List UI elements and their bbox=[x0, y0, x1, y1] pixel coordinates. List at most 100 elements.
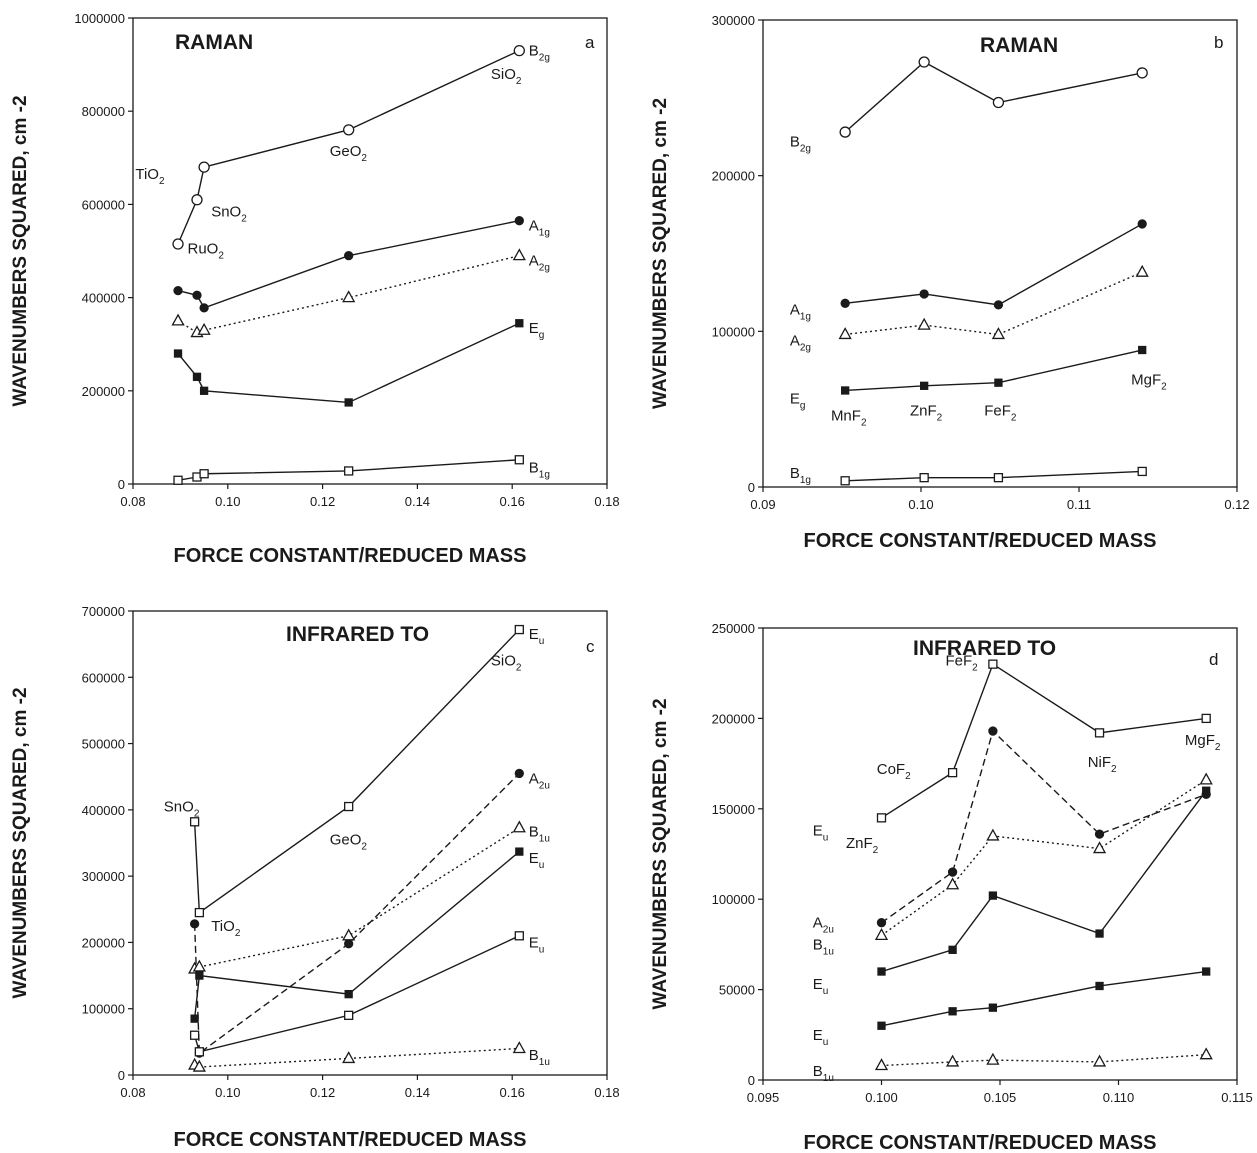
data-point bbox=[876, 918, 887, 928]
data-point bbox=[512, 1041, 526, 1054]
x-tick-label: 0.12 bbox=[310, 1085, 335, 1100]
series-a1g-1 bbox=[173, 216, 524, 313]
data-point bbox=[171, 313, 185, 326]
data-point bbox=[841, 386, 850, 395]
data-point bbox=[988, 659, 998, 669]
series-line bbox=[845, 271, 1143, 336]
series-b1u-5 bbox=[874, 1047, 1213, 1071]
series-b2g-0 bbox=[172, 44, 525, 250]
x-tick-label: 0.12 bbox=[1224, 497, 1249, 512]
data-point bbox=[992, 96, 1005, 109]
series-a2g-2 bbox=[171, 248, 526, 338]
data-point bbox=[874, 1058, 889, 1071]
annotation-label: A2u bbox=[813, 915, 834, 936]
annotation-label: Eu bbox=[529, 850, 545, 871]
annotation-label: B1u bbox=[813, 936, 834, 957]
data-point bbox=[1199, 772, 1213, 785]
data-point bbox=[342, 1051, 356, 1064]
data-point bbox=[343, 124, 355, 136]
data-point bbox=[197, 322, 211, 335]
x-tick-label: 0.100 bbox=[865, 1090, 898, 1105]
annotation-label: Eu bbox=[813, 822, 829, 843]
data-point bbox=[515, 847, 524, 856]
x-tick-label: 0.10 bbox=[908, 497, 933, 512]
series-a2u-1 bbox=[189, 768, 524, 1058]
data-point bbox=[344, 801, 354, 812]
y-axis-title: WAVENUMBERS SQUARED, cm -2 bbox=[10, 687, 31, 998]
y-tick-label: 800000 bbox=[82, 104, 125, 119]
data-point bbox=[344, 398, 353, 407]
y-axis-title: WAVENUMBERS SQUARED, cm -2 bbox=[10, 95, 31, 406]
series-eu-4 bbox=[189, 931, 524, 1057]
panel-title: INFRARED TO bbox=[913, 637, 1056, 660]
series-line bbox=[881, 790, 1207, 973]
series-line bbox=[845, 223, 1143, 306]
annotation-label: GeO2 bbox=[330, 143, 368, 164]
x-axis-title: FORCE CONSTANT/REDUCED MASS bbox=[174, 1129, 527, 1151]
series-line bbox=[881, 970, 1207, 1027]
data-point bbox=[993, 300, 1004, 310]
data-point bbox=[988, 891, 998, 900]
annotation-label: GeO2 bbox=[330, 832, 368, 853]
data-point bbox=[514, 624, 524, 635]
data-point bbox=[948, 945, 957, 954]
annotation-label: Eg bbox=[790, 390, 806, 411]
data-point bbox=[1135, 264, 1149, 277]
data-point bbox=[918, 56, 930, 68]
panel-a: 0 200000 400000 600000 800000 1000000 0.08 0.10… bbox=[10, 11, 620, 567]
y-tick-label: 150000 bbox=[712, 802, 755, 817]
series-eu-3 bbox=[190, 847, 524, 1023]
y-tick-label: 200000 bbox=[712, 169, 755, 184]
x-tick-label: 0.18 bbox=[594, 494, 619, 509]
annotation-label: SnO2 bbox=[164, 799, 200, 820]
series-line bbox=[881, 729, 1207, 924]
data-point bbox=[1202, 786, 1211, 795]
panel-letter: a bbox=[585, 33, 595, 52]
annotation-label: SiO2 bbox=[491, 653, 522, 674]
annotation-label: MgF2 bbox=[1131, 372, 1167, 393]
annotation-label: NiF2 bbox=[1088, 754, 1117, 775]
data-point bbox=[514, 768, 524, 779]
data-point bbox=[344, 1010, 354, 1020]
x-tick-label: 0.14 bbox=[405, 494, 430, 509]
data-point bbox=[946, 877, 960, 890]
data-point bbox=[189, 919, 200, 929]
annotation-label: A1g bbox=[790, 302, 811, 323]
y-tick-label: 200000 bbox=[82, 935, 125, 950]
series-b1u-5 bbox=[188, 1041, 526, 1072]
data-point bbox=[173, 349, 183, 358]
data-point bbox=[189, 817, 200, 827]
series-line bbox=[881, 779, 1207, 936]
panel-letter: b bbox=[1214, 33, 1223, 52]
series-eg-3 bbox=[841, 345, 1147, 395]
data-point bbox=[344, 939, 354, 949]
y-tick-label: 0 bbox=[118, 1068, 125, 1083]
annotation-label: FeF2 bbox=[984, 403, 1017, 424]
data-point bbox=[189, 1030, 200, 1040]
data-point bbox=[919, 473, 929, 483]
data-point bbox=[194, 1047, 205, 1057]
x-tick-label: 0.11 bbox=[1067, 497, 1091, 512]
data-point bbox=[198, 161, 210, 173]
x-tick-label: 0.12 bbox=[310, 494, 335, 509]
data-point bbox=[1092, 1054, 1107, 1067]
annotation-label: B1g bbox=[790, 465, 811, 486]
series-eu-4 bbox=[877, 967, 1211, 1030]
data-point bbox=[946, 1054, 960, 1067]
data-point bbox=[514, 931, 524, 941]
data-point bbox=[1094, 829, 1105, 839]
data-point bbox=[1137, 466, 1147, 477]
annotation-label: B2g bbox=[790, 133, 811, 154]
series-line bbox=[881, 1053, 1207, 1067]
data-point bbox=[344, 989, 353, 999]
data-point bbox=[1201, 713, 1211, 724]
data-point bbox=[947, 767, 958, 778]
data-point bbox=[839, 126, 851, 138]
annotation-label: Eu bbox=[813, 1027, 829, 1048]
series-line bbox=[193, 935, 520, 1053]
series-eu-3 bbox=[877, 786, 1211, 976]
plot-frame bbox=[132, 17, 608, 485]
data-point bbox=[840, 476, 850, 486]
annotation-label: B1u bbox=[529, 824, 550, 845]
y-tick-label: 200000 bbox=[82, 384, 125, 399]
